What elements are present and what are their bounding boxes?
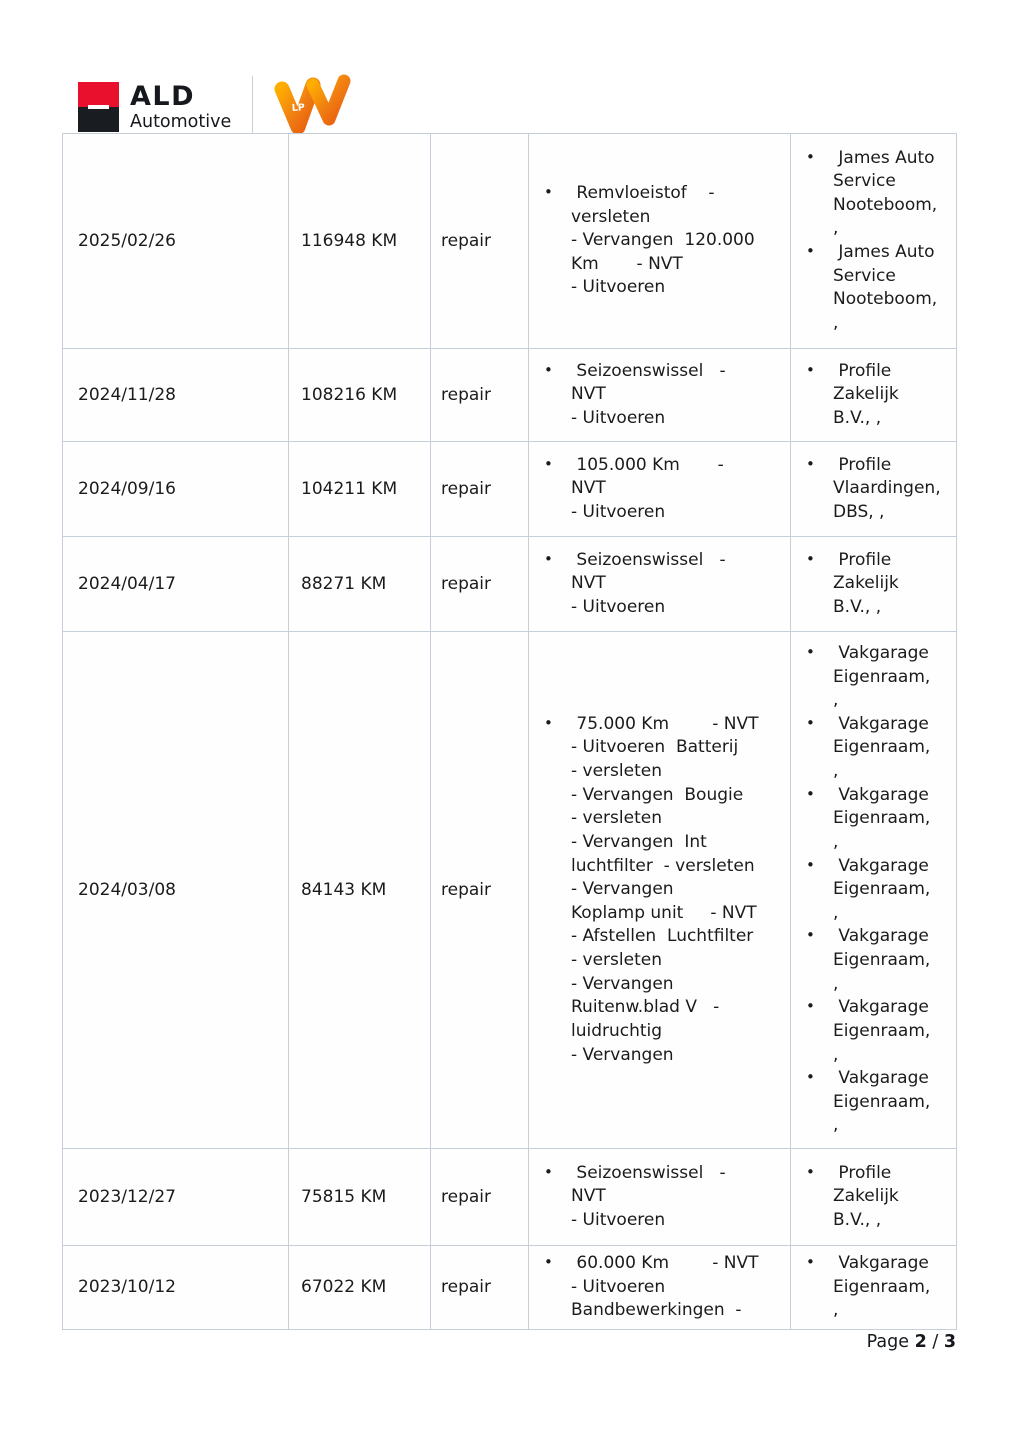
page-total: 3 — [943, 1332, 956, 1352]
provider-text: Profile Vlaardingen, DBS, , — [833, 454, 941, 522]
date-cell: 2024/09/16 — [62, 441, 289, 537]
bullet-icon: • — [806, 855, 815, 874]
bullet-icon: • — [544, 1253, 553, 1271]
bullet-icon: • — [544, 713, 553, 732]
description-cell: • Remvloeistof - versleten - Vervangen 1… — [528, 133, 791, 349]
date-cell: 2024/03/08 — [62, 631, 289, 1149]
description-text: Seizoenswissel - NVT - Uitvoeren — [571, 360, 726, 428]
provider-text: Profile Zakelijk B.V., , — [833, 1162, 899, 1230]
bullet-icon: • — [544, 549, 553, 568]
page-separator: / — [926, 1332, 944, 1352]
provider-text: Vakgarage Eigenraam, , — [833, 784, 931, 852]
description-cell: • Seizoenswissel - NVT - Uitvoeren — [528, 1148, 791, 1246]
bullet-icon: • — [806, 242, 815, 260]
bullet-icon: • — [806, 926, 815, 945]
provider-cell: • Profile Vlaardingen, DBS, , — [790, 441, 957, 537]
bullet-icon: • — [806, 360, 815, 379]
km-cell: 84143 KM — [288, 631, 431, 1149]
provider-text: Profile Zakelijk B.V., , — [833, 549, 899, 617]
ald-wordmark: ALD — [130, 80, 196, 112]
type-cell: repair — [430, 348, 529, 442]
provider-cell: • Profile Zakelijk B.V., , — [790, 536, 957, 632]
bullet-icon: • — [806, 997, 815, 1016]
bullet-icon: • — [544, 182, 553, 201]
provider-cell: • Profile Zakelijk B.V., , — [790, 348, 957, 442]
provider-text: Vakgarage Eigenraam, , — [833, 1253, 931, 1321]
table-row: 2023/10/12 67022 KM repair • 60.000 Km -… — [62, 1245, 957, 1330]
provider-text: Vakgarage Eigenraam, , — [833, 642, 931, 711]
date-cell: 2024/04/17 — [62, 536, 289, 632]
bullet-icon: • — [806, 1253, 815, 1271]
table-row: 2024/11/28 108216 KM repair • Seizoenswi… — [62, 348, 957, 442]
bullet-icon: • — [806, 1162, 815, 1181]
km-cell: 67022 KM — [288, 1245, 431, 1330]
bullet-icon: • — [806, 454, 815, 473]
description-text: 105.000 Km - NVT - Uitvoeren — [571, 454, 724, 522]
description-cell: • 105.000 Km - NVT - Uitvoeren — [528, 441, 791, 537]
ald-wordmark-sub: Automotive — [130, 111, 232, 132]
bullet-icon: • — [806, 549, 815, 568]
table-row: 2024/03/08 84143 KM repair • 75.000 Km -… — [62, 631, 957, 1149]
bullet-icon: • — [544, 454, 553, 473]
type-cell: repair — [430, 1245, 529, 1330]
page-current: 2 — [914, 1332, 927, 1352]
table-row: 2023/12/27 75815 KM repair • Seizoenswis… — [62, 1148, 957, 1246]
provider-cell: • Vakgarage Eigenraam, , — [790, 1245, 957, 1330]
date-cell: 2024/11/28 — [62, 348, 289, 442]
page-label: Page — [866, 1332, 915, 1352]
description-text: 75.000 Km - NVT - Uitvoeren Batterij - v… — [571, 713, 759, 1065]
table-row: 2024/04/17 88271 KM repair • Seizoenswis… — [62, 536, 957, 632]
description-cell: • 75.000 Km - NVT - Uitvoeren Batterij -… — [528, 631, 791, 1149]
km-cell: 104211 KM — [288, 441, 431, 537]
svg-text:LP: LP — [292, 102, 306, 114]
description-cell: • Seizoenswissel - NVT - Uitvoeren — [528, 536, 791, 632]
type-cell: repair — [430, 631, 529, 1149]
provider-text: James Auto Service Nooteboom, , — [833, 147, 938, 239]
description-text: Seizoenswissel - NVT - Uitvoeren — [571, 549, 726, 617]
description-cell: • 60.000 Km - NVT - Uitvoeren Bandbewerk… — [528, 1245, 791, 1330]
bullet-icon: • — [806, 1068, 815, 1087]
date-cell: 2023/10/12 — [62, 1245, 289, 1330]
ald-logo-icon — [78, 82, 119, 132]
bullet-icon: • — [806, 784, 815, 803]
bullet-icon: • — [544, 360, 553, 379]
date-cell: 2023/12/27 — [62, 1148, 289, 1246]
header: ALD Automotive LP — [78, 72, 354, 142]
table-row: 2024/09/16 104211 KM repair • 105.000 Km… — [62, 441, 957, 537]
provider-cell: • James Auto Service Nooteboom, , • Jame… — [790, 133, 957, 349]
provider-text: Vakgarage Eigenraam, , — [833, 713, 931, 782]
description-text: Remvloeistof - versleten - Vervangen 120… — [571, 182, 755, 298]
km-cell: 108216 KM — [288, 348, 431, 442]
km-cell: 116948 KM — [288, 133, 431, 349]
logo-divider — [252, 76, 254, 138]
provider-cell: • Profile Zakelijk B.V., , — [790, 1148, 957, 1246]
type-cell: repair — [430, 441, 529, 537]
km-cell: 88271 KM — [288, 536, 431, 632]
leaseplan-logo-icon: LP — [272, 72, 354, 142]
description-text: 60.000 Km - NVT - Uitvoeren Bandbewerkin… — [571, 1253, 759, 1321]
description-cell: • Seizoenswissel - NVT - Uitvoeren — [528, 348, 791, 442]
page-number: Page 2 / 3 — [867, 1332, 956, 1352]
type-cell: repair — [430, 536, 529, 632]
ald-logo: ALD Automotive — [78, 82, 231, 132]
bullet-icon: • — [806, 713, 815, 732]
bullet-icon: • — [806, 147, 815, 166]
provider-cell: • Vakgarage Eigenraam, , • Vakgarage Eig… — [790, 631, 957, 1149]
service-history-table: 2025/02/26 116948 KM repair • Remvloeist… — [62, 133, 957, 1330]
provider-text: James Auto Service Nooteboom, , — [833, 242, 938, 333]
type-cell: repair — [430, 1148, 529, 1246]
provider-text: Vakgarage Eigenraam, , — [833, 926, 931, 994]
provider-text: Vakgarage Eigenraam, , — [833, 855, 931, 923]
type-cell: repair — [430, 133, 529, 349]
provider-text: Profile Zakelijk B.V., , — [833, 360, 899, 428]
date-cell: 2025/02/26 — [62, 133, 289, 349]
km-cell: 75815 KM — [288, 1148, 431, 1246]
table-row: 2025/02/26 116948 KM repair • Remvloeist… — [62, 133, 957, 349]
provider-text: Vakgarage Eigenraam, , — [833, 997, 931, 1065]
bullet-icon: • — [806, 642, 815, 661]
description-text: Seizoenswissel - NVT - Uitvoeren — [571, 1162, 726, 1230]
provider-text: Vakgarage Eigenraam, , — [833, 1068, 931, 1136]
bullet-icon: • — [544, 1162, 553, 1181]
